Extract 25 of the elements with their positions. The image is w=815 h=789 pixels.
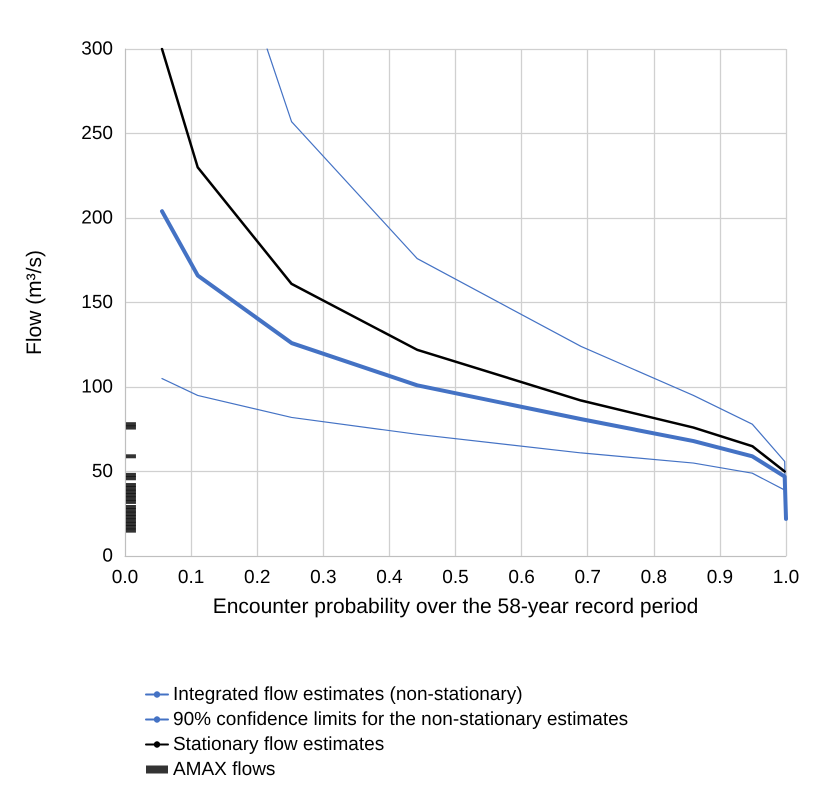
legend-label: Integrated flow estimates (non-stationary): [173, 684, 523, 705]
y-tick-label: 100: [81, 376, 113, 398]
x-tick-label: 0.4: [376, 567, 404, 588]
legend-label: 90% confidence limits for the non-stationary estimates: [173, 709, 628, 730]
y-tick-label: 0: [102, 546, 113, 566]
y-axis-title: Flow (m³/s): [23, 250, 46, 355]
y-tick-label: 200: [81, 208, 113, 228]
x-tick-label: 0.8: [640, 567, 668, 588]
y-tick-label: 300: [81, 38, 113, 60]
x-axis-title: Encounter probability over the 58-year record period: [212, 595, 698, 618]
x-tick-label: 1.0: [772, 567, 800, 588]
x-tick-label: 0.7: [574, 567, 601, 588]
x-tick-label: 0.9: [706, 567, 734, 588]
y-tick-label: 150: [81, 292, 113, 313]
legend-label: AMAX flows: [173, 759, 276, 780]
x-tick-label: 0.0: [112, 567, 138, 588]
legend-label: Stationary flow estimates: [173, 734, 384, 755]
x-tick-label: 0.6: [508, 567, 535, 588]
x-tick-label: 0.3: [310, 567, 337, 588]
x-tick-label: 0.1: [178, 567, 204, 588]
x-tick-label: 0.5: [442, 567, 469, 588]
y-tick-label: 50: [92, 461, 113, 482]
line-series: [160, 48, 786, 473]
x-tick-label: 0.2: [244, 567, 270, 588]
y-tick-label: 250: [81, 123, 113, 144]
